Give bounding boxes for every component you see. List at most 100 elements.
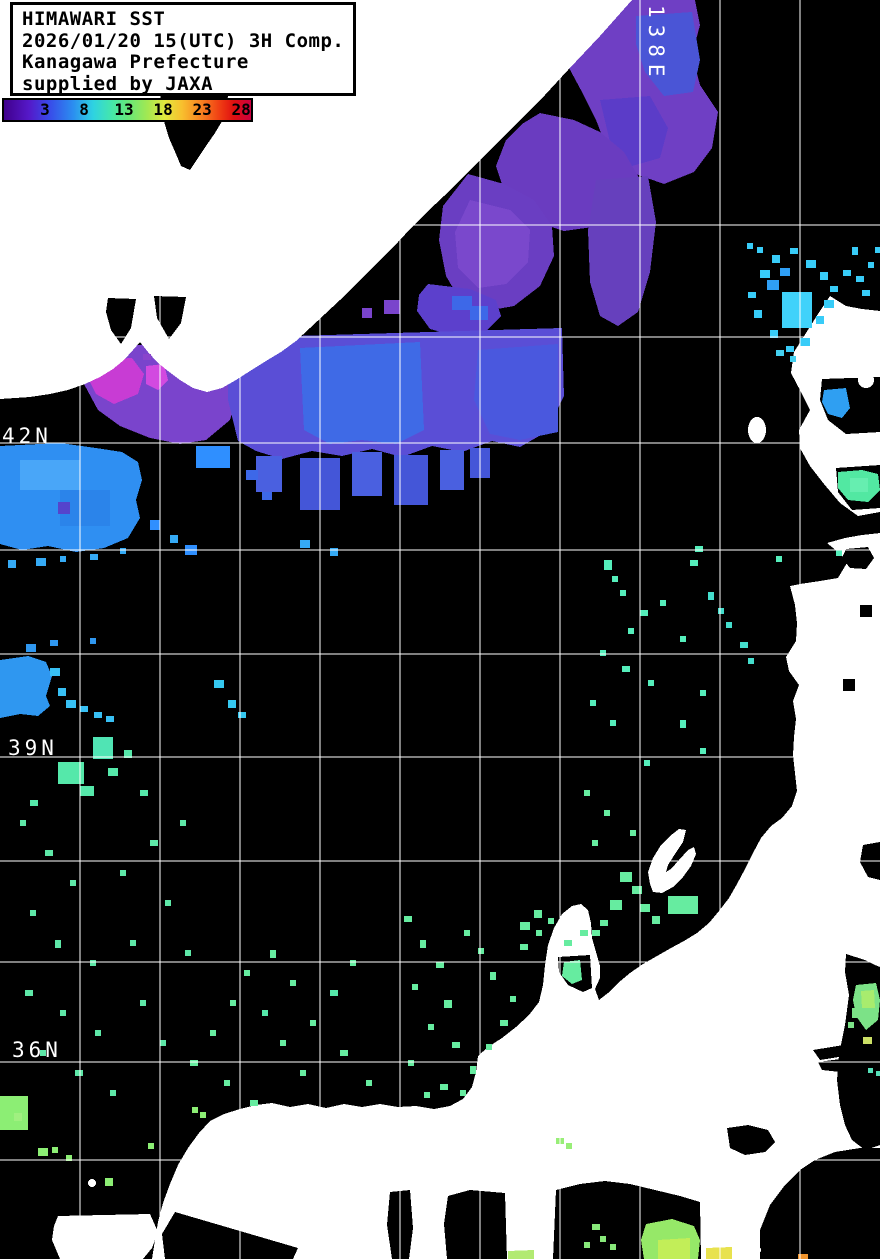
sst-speck <box>536 930 542 936</box>
island <box>252 1149 258 1155</box>
sst-speck <box>510 996 516 1002</box>
sst-speck <box>246 470 258 480</box>
sea-area <box>842 547 874 569</box>
sst-speck <box>490 972 496 980</box>
sst-speck <box>60 556 66 562</box>
sst-patch <box>822 388 850 418</box>
sst-speck <box>863 1037 872 1044</box>
sst-speck <box>632 886 642 894</box>
credit-line: supplied by JAXA <box>22 72 214 95</box>
island <box>88 1179 96 1187</box>
sst-speck <box>680 636 686 642</box>
sst-speck <box>816 316 824 324</box>
sea-area <box>444 1190 507 1259</box>
sst-speck <box>464 930 470 936</box>
sst-speck <box>262 1010 268 1016</box>
sst-patch <box>562 960 582 984</box>
sst-speck <box>108 768 118 776</box>
sst-speck <box>140 790 148 796</box>
sst-speck <box>747 243 753 249</box>
sst-speck <box>830 286 838 292</box>
sst-speck <box>452 1042 460 1048</box>
sst-speck <box>680 720 686 728</box>
sst-speck <box>780 268 790 276</box>
island <box>648 829 696 893</box>
sst-speck <box>420 940 426 948</box>
sst-speck <box>105 1178 113 1186</box>
sst-speck <box>30 910 36 916</box>
sst-speck <box>94 712 102 718</box>
sst-speck <box>436 962 444 968</box>
sst-speck <box>566 1143 572 1149</box>
sea-area <box>760 1148 880 1259</box>
sst-speck <box>120 548 126 554</box>
sst-speck <box>330 990 338 996</box>
sst-patch <box>146 364 168 390</box>
landmass <box>152 533 880 1259</box>
sst-speck <box>776 556 782 562</box>
sst-speck <box>600 1236 606 1242</box>
sst-speck <box>848 1022 854 1028</box>
island <box>748 417 766 443</box>
sst-speck <box>262 492 272 500</box>
sst-speck <box>604 560 612 570</box>
sst-speck <box>862 290 870 296</box>
sst-speck <box>520 922 530 930</box>
sst-speck <box>875 247 880 253</box>
sst-patch <box>861 990 875 1008</box>
sst-speck <box>824 300 834 308</box>
sst-speck <box>520 944 528 950</box>
sst-speck <box>856 276 864 282</box>
sst-speck <box>460 1090 466 1096</box>
sea-area <box>860 605 872 617</box>
sst-speck <box>843 270 851 276</box>
sst-patch <box>455 200 530 288</box>
sst-speck <box>772 255 780 263</box>
island-layer <box>88 372 874 1254</box>
product-title: HIMAWARI SST <box>22 8 166 30</box>
sst-speck <box>478 948 484 954</box>
sst-speck <box>584 1242 590 1248</box>
sst-speck <box>548 918 554 924</box>
colorbar-tick-3: 3 <box>40 100 50 119</box>
sst-speck <box>340 1050 348 1056</box>
sst-speck <box>500 1020 508 1026</box>
sst-speck <box>20 460 80 490</box>
sst-speck <box>26 644 36 652</box>
sst-speck <box>754 310 762 318</box>
colorbar-tick-23: 23 <box>192 100 212 119</box>
sst-speck <box>628 628 634 634</box>
sst-speck <box>630 830 636 836</box>
sst-speck <box>486 1044 492 1050</box>
sst-speck <box>695 546 703 552</box>
sst-speck <box>36 558 46 566</box>
sst-speck <box>214 680 224 688</box>
sea-area <box>106 298 136 344</box>
sst-speck <box>38 1148 48 1156</box>
sst-speck <box>66 1155 72 1161</box>
sst-speck <box>75 1070 83 1076</box>
sst-speck <box>200 1112 206 1118</box>
island <box>858 372 874 388</box>
sst-speck <box>58 502 70 514</box>
sst-speck <box>210 1030 216 1036</box>
sst-speck <box>185 950 191 956</box>
sst-speck <box>648 680 654 686</box>
sst-speck <box>652 916 660 924</box>
sst-speck <box>440 450 464 490</box>
sst-speck <box>620 872 632 882</box>
sst-speck <box>424 1092 430 1098</box>
sst-speck <box>612 576 618 582</box>
sst-speck <box>300 540 310 548</box>
sst-speck <box>610 1244 616 1250</box>
sst-speck <box>394 455 428 505</box>
sst-speck <box>622 666 630 672</box>
sst-speck <box>708 592 714 600</box>
sst-patch <box>636 12 700 96</box>
sst-speck <box>740 642 748 648</box>
sst-speck <box>470 306 488 320</box>
sst-speck-layer <box>0 243 880 1259</box>
sst-speck <box>130 940 136 946</box>
sst-speck <box>610 900 622 910</box>
